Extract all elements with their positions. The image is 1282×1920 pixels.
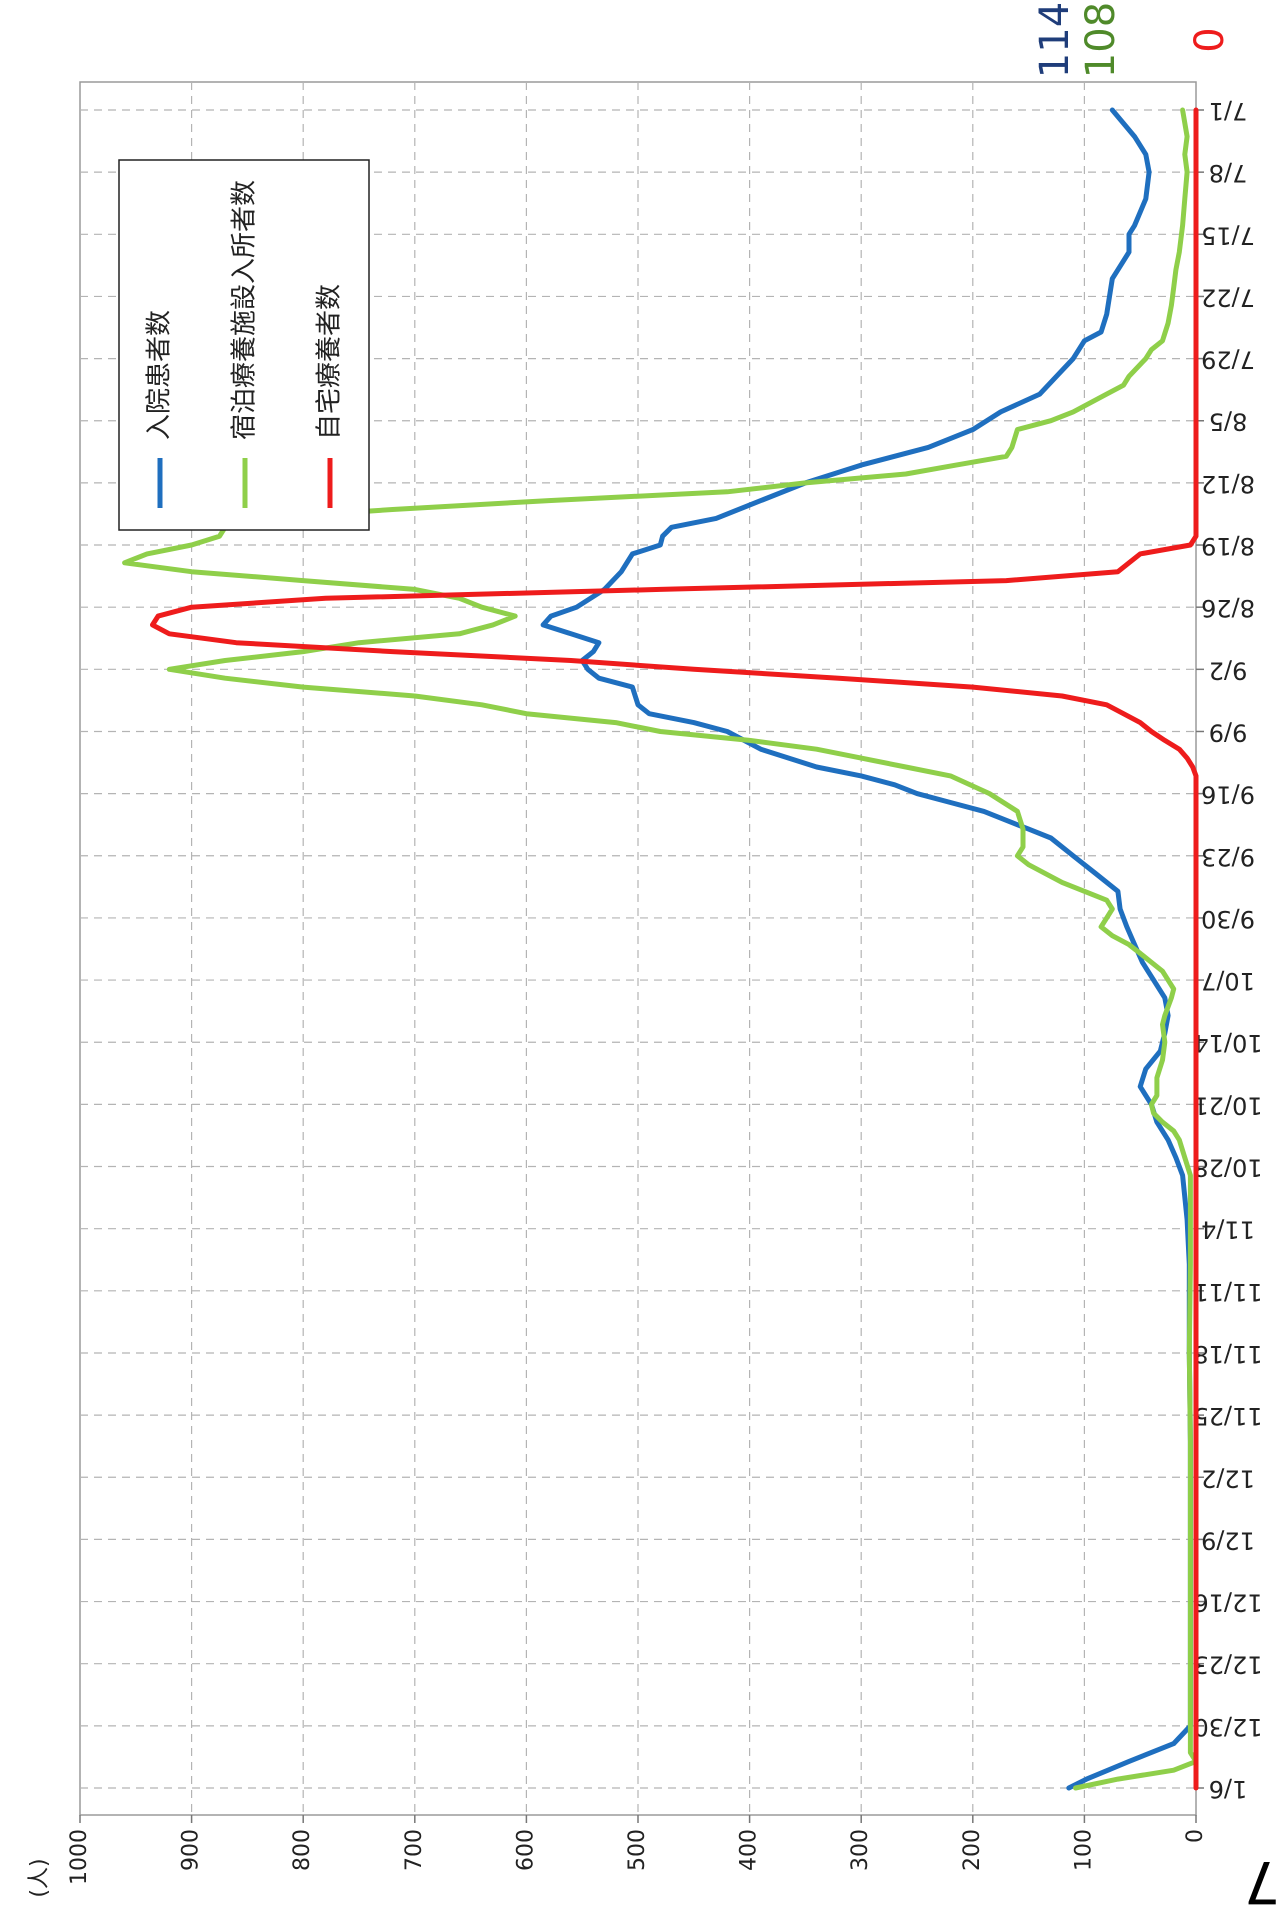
date-tick-label: 9/30 [1201,905,1255,933]
legend: 入院患者数 宿泊療養施設入所者数 自宅療養者数 [118,159,370,531]
value-tick-label: 0 [1183,1829,1208,1843]
date-tick-label: 10/7 [1201,967,1255,995]
value-tick-label: 500 [625,1829,650,1871]
value-tick-label: 900 [179,1829,204,1871]
date-tick-label: 11/18 [1193,1340,1262,1368]
legend-label: 自宅療養者数 [315,284,345,440]
value-tick-label: 300 [848,1829,873,1871]
date-tick-label: 11/25 [1193,1402,1262,1430]
end-value-label: 108 [1078,2,1124,78]
date-tick-label: 10/21 [1193,1091,1262,1119]
value-tick-label: 600 [513,1829,538,1871]
date-tick-label: 8/19 [1201,532,1255,560]
date-tick-label: 8/12 [1201,470,1255,498]
series-group [122,107,1199,1791]
legend-label: 入院患者数 [145,310,175,440]
date-tick-label: 7/15 [1201,221,1255,249]
value-axis-label: (人) [27,1858,52,1897]
series-line-3 [150,107,1199,1791]
page-marker: 7 [1244,1848,1281,1916]
series-line-2 [122,107,1199,1791]
date-tick-label: 10/14 [1193,1029,1262,1057]
date-tick-label: 12/2 [1201,1464,1255,1492]
date-tick-label: 7/29 [1201,346,1255,374]
date-tick-label: 7/1 [1209,97,1248,125]
date-tick-label: 9/23 [1201,843,1255,871]
value-tick-label: 1000 [67,1829,92,1885]
series-line-1 [540,107,1193,1791]
date-tick-label: 12/16 [1193,1589,1262,1617]
date-tick-label: 1/6 [1209,1775,1248,1803]
date-tick-label: 9/16 [1201,781,1255,809]
date-tick-label: 8/5 [1209,408,1248,436]
date-tick-label: 9/2 [1209,656,1248,684]
date-tick-label: 9/9 [1209,718,1248,746]
date-tick-label: 12/23 [1193,1651,1262,1679]
date-tick-label: 10/28 [1193,1154,1262,1182]
end-value-label: 114 [1032,2,1078,78]
value-tick-label: 100 [1071,1829,1096,1871]
date-tick-label: 7/8 [1209,159,1248,187]
date-tick-label: 7/22 [1201,283,1255,311]
date-tick-label: 8/26 [1201,594,1255,622]
date-tick-label: 12/9 [1201,1526,1255,1554]
end-labels: 114 108 0 [1032,2,1233,78]
end-value-label: 0 [1187,27,1233,52]
value-tick-label: 700 [402,1829,427,1871]
value-tick-label: 400 [737,1829,762,1871]
x-axis: 7/1 7/8 7/15 7/22 7/29 8/5 8/12 8/19 8/26 9/2 9/9 9… [1193,97,1262,1803]
value-tick-label: 200 [960,1829,985,1871]
value-tick-label: 800 [290,1829,315,1871]
date-tick-label: 11/4 [1201,1216,1255,1244]
legend-label: 宿泊療養施設入所者数 [230,180,260,440]
date-tick-label: 12/30 [1193,1713,1262,1741]
grid [80,82,1196,1815]
y-axis: 0 100 200 300 400 500 600 700 800 900 1000 (人) [27,1815,1208,1898]
date-tick-label: 11/11 [1193,1278,1262,1306]
